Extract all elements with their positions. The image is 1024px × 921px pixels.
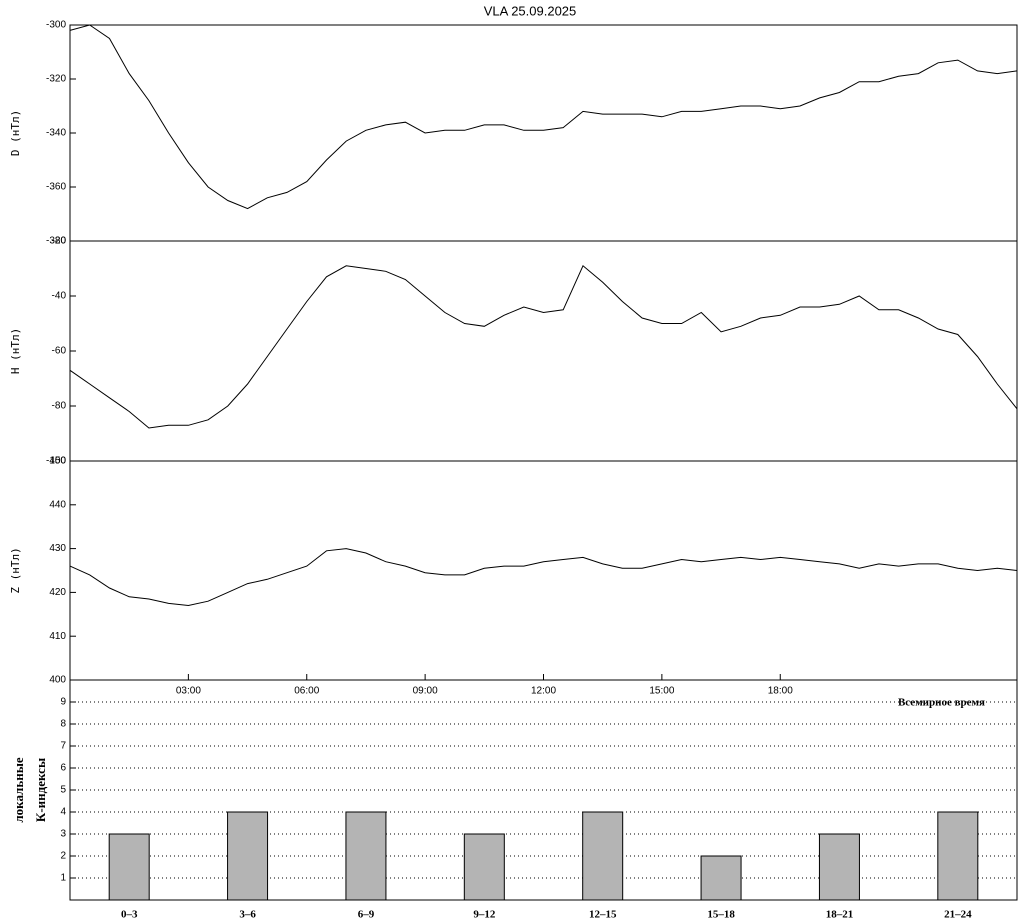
y-tick-label: -380 bbox=[46, 236, 66, 247]
bar bbox=[937, 811, 979, 901]
y-axis-label: H (нТл) bbox=[9, 328, 22, 374]
bar bbox=[582, 811, 624, 901]
x-tick-label: 15:00 bbox=[649, 686, 674, 697]
x-tick-label: 09:00 bbox=[413, 686, 438, 697]
bar bbox=[108, 833, 150, 901]
y-tick-label: 8 bbox=[60, 719, 66, 730]
data-line bbox=[69, 548, 1018, 607]
y-tick-label: -40 bbox=[52, 291, 67, 302]
y-tick-label: 400 bbox=[49, 675, 66, 686]
y-tick-label: 7 bbox=[60, 741, 66, 752]
chart-title: VLA 25.09.2025 bbox=[484, 3, 577, 18]
plot-frame bbox=[69, 24, 1018, 242]
y-tick-label: 4 bbox=[60, 807, 66, 818]
x-tick-label: 9–12 bbox=[473, 909, 496, 921]
y-axis-label: локальные bbox=[11, 757, 26, 823]
y-tick-label: 3 bbox=[60, 829, 66, 840]
x-tick-label: 03:00 bbox=[176, 686, 201, 697]
bar bbox=[818, 833, 860, 901]
y-tick-label: 420 bbox=[49, 587, 66, 598]
y-tick-label: -300 bbox=[46, 20, 66, 31]
x-axis-label: Всемирное время bbox=[898, 697, 985, 709]
bar bbox=[463, 833, 505, 901]
bar bbox=[227, 811, 269, 901]
y-tick-label: 1 bbox=[60, 873, 66, 884]
y-tick-label: -20 bbox=[52, 236, 67, 247]
y-axis-label: Z (нТл) bbox=[9, 547, 22, 593]
x-tick-label: 15–18 bbox=[707, 909, 735, 921]
x-tick-label: 21–24 bbox=[944, 909, 972, 921]
y-tick-label: 440 bbox=[49, 499, 66, 510]
x-tick-label: 12:00 bbox=[531, 686, 556, 697]
y-tick-label: 5 bbox=[60, 785, 66, 796]
y-tick-label: -340 bbox=[46, 128, 66, 139]
plot-frame bbox=[69, 240, 1018, 462]
y-tick-label: -360 bbox=[46, 182, 66, 193]
y-tick-label: -320 bbox=[46, 74, 66, 85]
x-tick-label: 0–3 bbox=[121, 909, 138, 921]
x-tick-label: 18–21 bbox=[826, 909, 854, 921]
x-tick-label: 3–6 bbox=[239, 909, 256, 921]
data-line bbox=[69, 24, 1018, 210]
y-tick-label: 410 bbox=[49, 631, 66, 642]
y-tick-label: 2 bbox=[60, 851, 66, 862]
plot-frame bbox=[69, 460, 1018, 681]
y-tick-label: -60 bbox=[52, 346, 67, 357]
x-tick-label: 06:00 bbox=[294, 686, 319, 697]
y-tick-label: 450 bbox=[49, 456, 66, 467]
y-tick-label: -80 bbox=[52, 401, 67, 412]
y-tick-label: -100 bbox=[46, 456, 66, 467]
y-tick-label: 9 bbox=[60, 697, 66, 708]
y-tick-label: 6 bbox=[60, 763, 66, 774]
x-tick-label: 18:00 bbox=[768, 686, 793, 697]
y-axis-label: К-индексы bbox=[33, 758, 48, 822]
x-tick-label: 6–9 bbox=[358, 909, 375, 921]
bar bbox=[700, 855, 742, 901]
bar bbox=[345, 811, 387, 901]
y-tick-label: 430 bbox=[49, 543, 66, 554]
x-tick-label: 12–15 bbox=[589, 909, 617, 921]
data-line bbox=[69, 264, 1018, 429]
y-axis-label: D (нТл) bbox=[9, 110, 22, 156]
